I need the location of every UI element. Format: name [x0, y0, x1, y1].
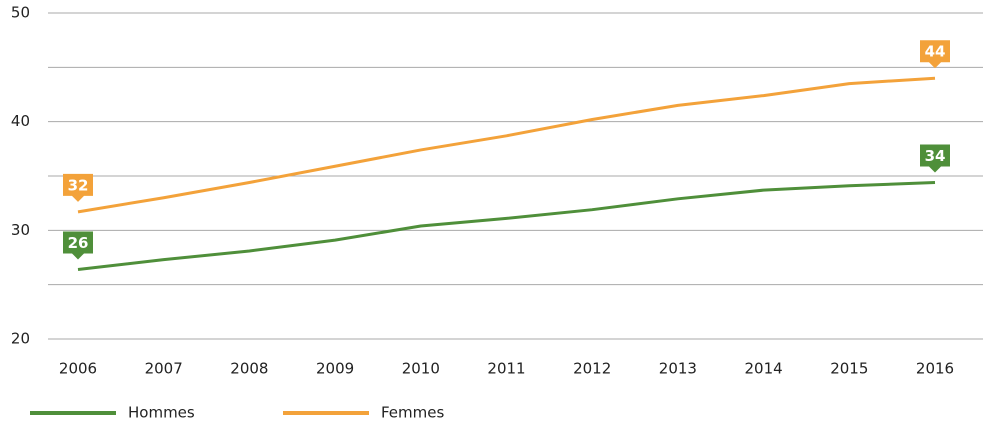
- line-series: [77, 76, 936, 214]
- x-tick-label: 2016: [916, 360, 954, 378]
- line-series: [77, 181, 936, 271]
- x-tick-label: 2009: [316, 360, 354, 378]
- value-label-box: [920, 40, 950, 69]
- legend-label: Femmes: [381, 404, 444, 422]
- value-label: 34: [925, 147, 946, 165]
- x-tick-label: 2013: [659, 360, 697, 378]
- value-label: 32: [68, 176, 89, 194]
- y-tick-label: 40: [11, 112, 30, 130]
- x-tick-label: 2015: [830, 360, 868, 378]
- x-tick-label: 2014: [745, 360, 783, 378]
- legend-label: Hommes: [128, 404, 195, 422]
- value-label: 44: [925, 43, 946, 61]
- x-tick-label: 2007: [145, 360, 183, 378]
- x-tick-label: 2006: [59, 360, 97, 378]
- y-tick-label: 30: [11, 221, 30, 239]
- y-tick-label: 50: [11, 4, 30, 22]
- y-tick-label: 20: [11, 330, 30, 348]
- x-tick-label: 2008: [230, 360, 268, 378]
- x-tick-label: 2012: [573, 360, 611, 378]
- value-label-box: [920, 144, 950, 173]
- value-label-box: [63, 173, 93, 202]
- value-label: 26: [68, 234, 89, 252]
- value-label-box: [63, 231, 93, 260]
- x-tick-label: 2011: [487, 360, 525, 378]
- x-tick-label: 2010: [402, 360, 440, 378]
